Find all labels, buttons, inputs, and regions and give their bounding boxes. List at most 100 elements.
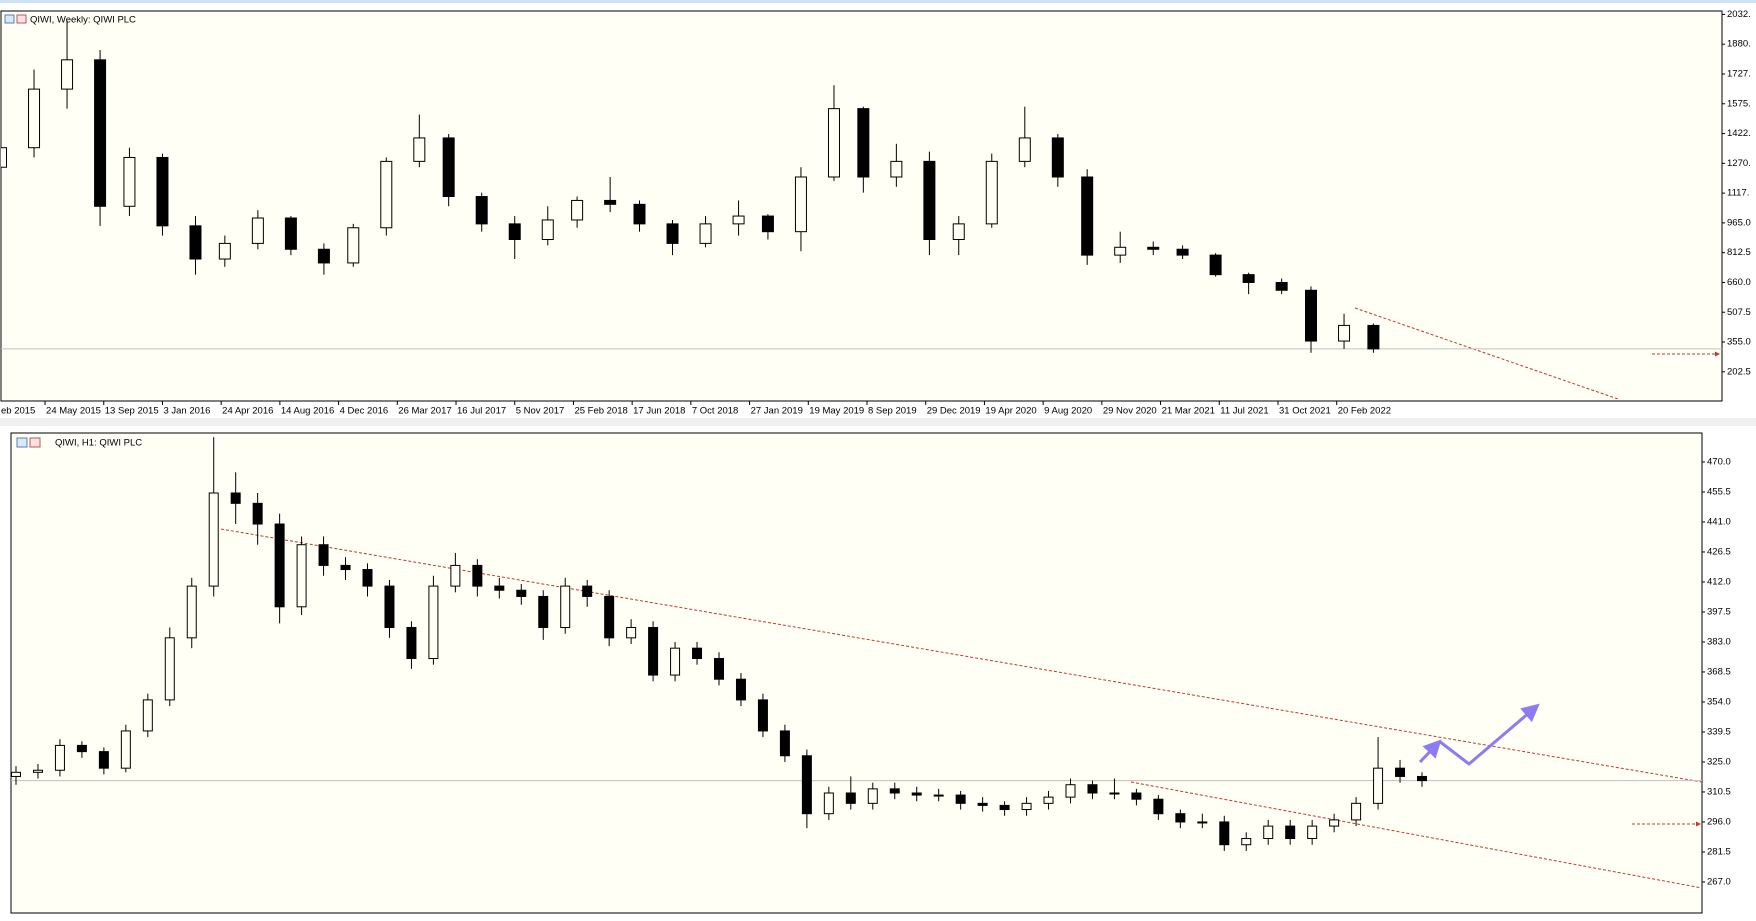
candle-body: [560, 585, 571, 628]
x-tick-label: 16 Jul 2017: [457, 406, 506, 417]
candle-body: [890, 160, 903, 178]
candle-body: [779, 730, 790, 757]
candle-body: [845, 792, 856, 804]
candle-body: [1109, 792, 1120, 795]
y-tick-label: 296.0: [1707, 816, 1731, 827]
candle-body: [1285, 825, 1296, 840]
y-tick-label: 202.5: [1727, 366, 1751, 377]
y-tick-label: 383.0: [1707, 636, 1731, 647]
x-tick-label: 29 Nov 2020: [1103, 406, 1157, 417]
candle-body: [472, 564, 483, 587]
y-tick-label: 397.5: [1707, 606, 1731, 617]
candle-body: [164, 637, 175, 701]
candle-body: [1131, 792, 1142, 800]
candle-body: [1081, 176, 1094, 256]
candle-body: [670, 647, 681, 676]
candle-body: [284, 217, 297, 250]
candle-body: [1275, 281, 1288, 291]
candle-body: [1351, 802, 1362, 821]
candle-body: [32, 769, 43, 773]
candle-body: [867, 788, 878, 804]
candle-body: [189, 225, 202, 260]
y-tick-label: 412.0: [1707, 576, 1731, 587]
trendline: [220, 528, 1703, 783]
x-tick-label: 24 May 2015: [46, 406, 101, 417]
y-tick-label: 355.0: [1727, 337, 1751, 348]
candle-body: [11, 771, 21, 777]
candle-body: [604, 199, 617, 205]
x-tick-label: 7 Oct 2018: [692, 406, 738, 417]
chart-title: QIWI, Weekly: QIWI PLC: [30, 15, 136, 26]
y-tick-label: 1880.: [1727, 39, 1751, 50]
candle-body: [347, 227, 360, 264]
y-tick-label: 267.0: [1707, 876, 1731, 887]
forecast-arrow: [1438, 703, 1540, 766]
candle-body: [384, 585, 395, 628]
y-tick-label: 470.0: [1707, 456, 1731, 467]
candle-body: [1043, 796, 1054, 804]
splitter: [0, 418, 1756, 426]
candle-body: [857, 108, 870, 178]
candle-body: [1395, 767, 1406, 777]
chart-icon: [16, 437, 28, 448]
candle-body: [508, 223, 521, 240]
x-tick-label: eb 2015: [1, 406, 35, 417]
x-tick-label: 26 Mar 2017: [398, 406, 451, 417]
x-tick-label: 11 Jul 2021: [1220, 406, 1268, 417]
y-tick-label: 1727.: [1727, 68, 1751, 79]
x-tick-label: 14 Aug 2016: [281, 406, 334, 417]
y-tick-label: 339.5: [1707, 726, 1731, 737]
candle-body: [120, 730, 131, 769]
candle-body: [274, 523, 285, 608]
forecast-arrow: [1418, 739, 1442, 764]
candle-body: [911, 792, 922, 796]
x-tick-label: 21 Mar 2021: [1162, 406, 1215, 417]
y-tick-label: 660.0: [1727, 277, 1751, 288]
y-tick-label: 281.5: [1707, 846, 1731, 857]
candle-body: [1241, 838, 1252, 846]
candle-body: [757, 699, 768, 732]
candle-body: [442, 137, 455, 198]
candle-body: [648, 626, 659, 676]
y-tick-label: 2032.: [1727, 9, 1751, 20]
candle-body: [626, 626, 637, 639]
candle-body: [1087, 784, 1098, 794]
candle-body: [1197, 821, 1208, 824]
candle-body: [156, 156, 169, 227]
candle-body: [1219, 821, 1230, 846]
y-tick-label: 455.5: [1707, 486, 1731, 497]
candle-body: [794, 176, 807, 233]
chart-icon: [16, 14, 27, 24]
candle-body: [1175, 813, 1186, 823]
x-tick-label: 3 Jan 2016: [163, 406, 210, 417]
candle-body: [1018, 137, 1031, 162]
candle-body: [1338, 324, 1351, 342]
x-tick-label: 9 Aug 2020: [1044, 406, 1092, 417]
candle-body: [94, 59, 107, 207]
candle-body: [538, 595, 549, 628]
x-tick-label: 8 Sep 2019: [868, 406, 917, 417]
x-tick-label: 19 Apr 2020: [985, 406, 1036, 417]
x-tick-label: 17 Jun 2018: [633, 406, 685, 417]
y-tick-label: 325.0: [1707, 756, 1731, 767]
candle-body: [541, 219, 554, 240]
candle-body: [999, 804, 1010, 811]
candle-body: [317, 248, 330, 264]
h1-panel: [10, 432, 1703, 914]
candle-body: [1329, 819, 1340, 827]
candle-body: [252, 502, 263, 525]
x-tick-label: 24 Apr 2016: [222, 406, 273, 417]
x-tick-label: 25 Feb 2018: [574, 406, 627, 417]
candle-body: [889, 788, 900, 794]
candle-body: [516, 589, 527, 597]
y-tick-label: 354.0: [1707, 696, 1731, 707]
candle-body: [582, 585, 593, 597]
candle-body: [801, 755, 812, 815]
candle-body: [380, 160, 393, 229]
trendline: [1354, 307, 1619, 400]
candle-body: [318, 544, 329, 566]
candle-body: [142, 699, 153, 732]
candle-body: [340, 564, 351, 571]
chart-icon: [29, 437, 41, 448]
